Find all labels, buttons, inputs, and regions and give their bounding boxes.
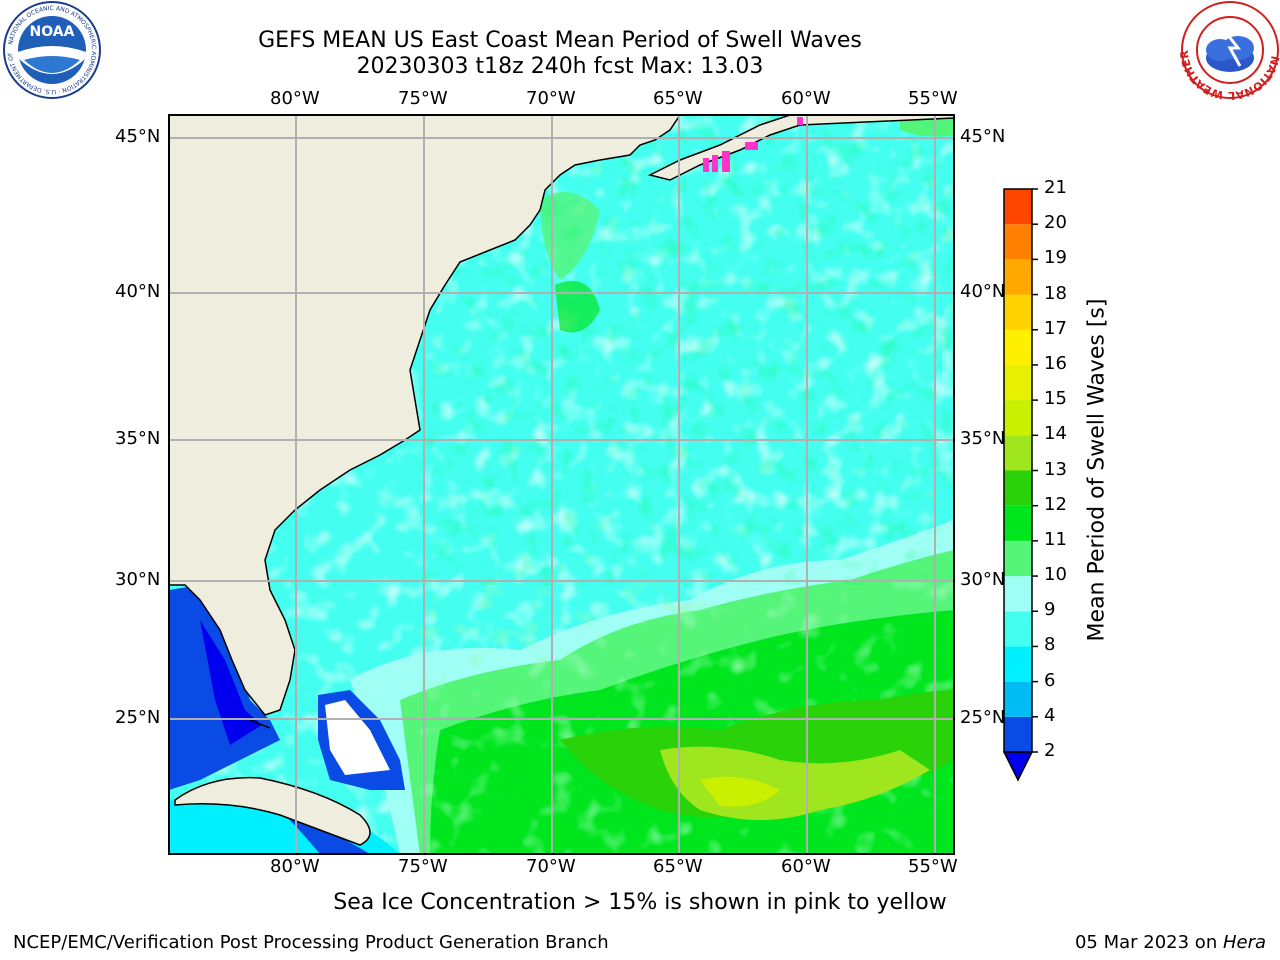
sea-ice-marker bbox=[722, 151, 730, 172]
colorbar-tick-label: 10 bbox=[1044, 564, 1067, 586]
colorbar-segment bbox=[1004, 576, 1032, 612]
map-title: GEFS MEAN US East Coast Mean Period of S… bbox=[258, 28, 862, 53]
lon-label-top: 75°W bbox=[398, 88, 448, 109]
colorbar-segment bbox=[1004, 505, 1032, 541]
sea-ice-note: Sea Ice Concentration > 15% is shown in … bbox=[333, 890, 947, 915]
colorbar-segment bbox=[1004, 400, 1032, 436]
noaa-logo-text: NOAA bbox=[30, 24, 75, 40]
noaa-logo: NOAA NATIONAL OCEANIC AND ATMOSPHERIC AD… bbox=[2, 0, 101, 99]
colorbar-tick-label: 19 bbox=[1044, 247, 1067, 269]
colorbar-segment bbox=[1004, 646, 1032, 682]
lat-label-right: 30°N bbox=[960, 569, 1006, 590]
lat-label-right: 45°N bbox=[960, 126, 1006, 147]
colorbar-tick-label: 13 bbox=[1044, 458, 1067, 480]
colorbar-segment bbox=[1004, 611, 1032, 647]
sea-ice-marker bbox=[745, 142, 758, 150]
colorbar-segment bbox=[1004, 681, 1032, 717]
land-cuba bbox=[174, 776, 371, 846]
colorbar-segment bbox=[1004, 716, 1032, 752]
colorbar-ticks bbox=[1032, 188, 1038, 753]
colorbar-tick-label: 4 bbox=[1044, 704, 1056, 726]
colorbar-tick-label: 18 bbox=[1044, 282, 1067, 304]
colorbar-segment bbox=[1004, 294, 1032, 330]
lat-label-left: 30°N bbox=[115, 569, 161, 590]
swell-region-14s bbox=[700, 776, 780, 807]
lon-label-bottom: 70°W bbox=[526, 856, 576, 877]
lon-label-top: 70°W bbox=[526, 88, 576, 109]
gulf-very-low-period bbox=[200, 620, 262, 745]
colorbar-tick-label: 20 bbox=[1044, 212, 1067, 234]
colorbar-segment bbox=[1004, 329, 1032, 365]
lon-label-bottom: 80°W bbox=[270, 856, 320, 877]
colorbar-tick-label: 14 bbox=[1044, 423, 1067, 445]
lat-label-right: 40°N bbox=[960, 281, 1006, 302]
colorbar-tick-label: 15 bbox=[1044, 388, 1067, 410]
lon-label-bottom: 60°W bbox=[781, 856, 831, 877]
footer-date-text: 05 Mar 2023 on bbox=[1074, 932, 1223, 953]
land-nova-scotia bbox=[647, 115, 954, 181]
lon-label-top: 60°W bbox=[781, 88, 831, 109]
colorbar-segment bbox=[1004, 189, 1032, 225]
lat-label-left: 35°N bbox=[115, 428, 161, 449]
sea-ice-marker bbox=[712, 155, 718, 172]
footer-date: 05 Mar 2023 on Hera bbox=[1075, 932, 1266, 953]
land-florida-keys bbox=[249, 719, 271, 729]
footer-host: Hera bbox=[1222, 932, 1266, 953]
footer-credit: NCEP/EMC/Verification Post Processing Pr… bbox=[13, 932, 609, 953]
lon-label-bottom: 65°W bbox=[653, 856, 703, 877]
colorbar-tick-label: 6 bbox=[1044, 669, 1056, 691]
lat-label-right: 35°N bbox=[960, 428, 1006, 449]
sea-ice-marker bbox=[797, 117, 803, 125]
colorbar-tick-label: 16 bbox=[1044, 352, 1067, 374]
lon-label-top: 80°W bbox=[270, 88, 320, 109]
colorbar-segment bbox=[1004, 540, 1032, 577]
lat-label-left: 25°N bbox=[115, 707, 161, 728]
colorbar-tick-label: 2 bbox=[1044, 740, 1056, 761]
lat-label-left: 40°N bbox=[115, 281, 161, 302]
lat-label-right: 25°N bbox=[960, 707, 1006, 728]
lat-label-left: 45°N bbox=[115, 126, 161, 147]
colorbar-tick-label: 9 bbox=[1044, 599, 1056, 621]
colorbar-under-triangle bbox=[1002, 751, 1034, 782]
colorbar-tick-label: 11 bbox=[1044, 528, 1067, 550]
lon-label-bottom: 55°W bbox=[908, 856, 958, 877]
colorbar-tick-label: 12 bbox=[1044, 493, 1067, 515]
colorbar-segment bbox=[1004, 259, 1032, 295]
colorbar-segments bbox=[1004, 189, 1032, 752]
colorbar-segment bbox=[1004, 364, 1032, 401]
sea-ice-marker bbox=[703, 158, 709, 172]
nws-logo: NATIONAL WEATHER SERVICE bbox=[1180, 0, 1280, 100]
colorbar-segment bbox=[1004, 470, 1032, 506]
colorbar-tick-label: 17 bbox=[1044, 317, 1067, 339]
map-subtitle: 20230303 t18z 240h fcst Max: 13.03 bbox=[356, 54, 764, 79]
lon-label-top: 55°W bbox=[908, 88, 958, 109]
colorbar-tick-label: 8 bbox=[1044, 634, 1056, 656]
colorbar-segment bbox=[1004, 224, 1032, 260]
colorbar-tick-label: 21 bbox=[1044, 177, 1067, 198]
colorbar-title: Mean Period of Swell Waves [s] bbox=[1084, 298, 1110, 642]
colorbar-segment bbox=[1004, 435, 1032, 471]
map-frame bbox=[168, 114, 955, 855]
lon-label-bottom: 75°W bbox=[398, 856, 448, 877]
map-gridlines bbox=[169, 115, 954, 854]
lon-label-top: 65°W bbox=[653, 88, 703, 109]
